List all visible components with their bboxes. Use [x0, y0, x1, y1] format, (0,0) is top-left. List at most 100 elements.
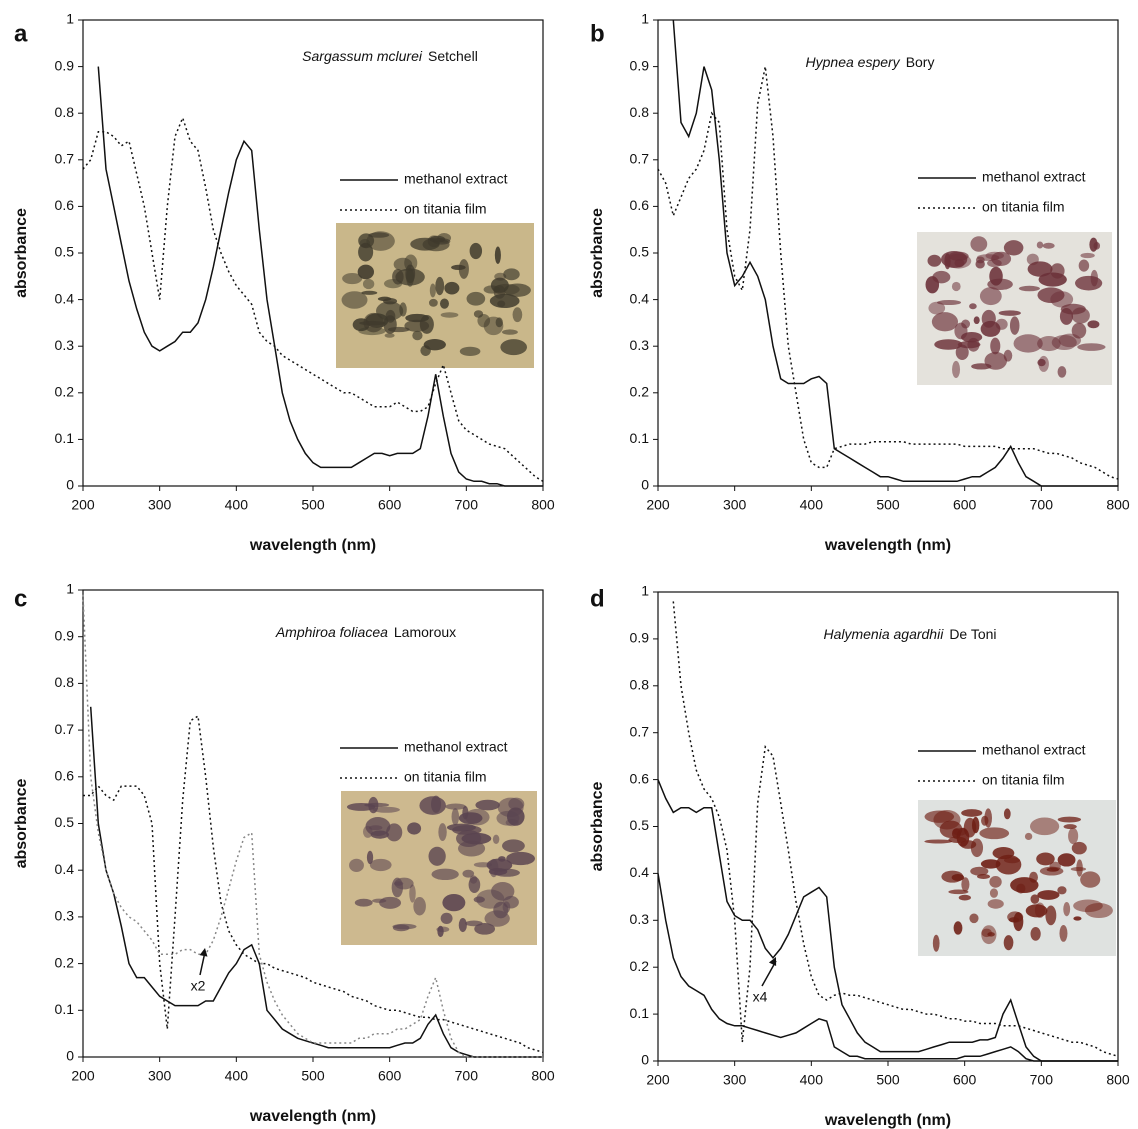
panel-label: a	[14, 20, 28, 47]
photo-detail	[989, 875, 1002, 888]
photo-detail	[1080, 871, 1101, 888]
photo-detail	[1029, 817, 1060, 836]
y-tick-label: 0.3	[630, 337, 650, 353]
photo-detail	[466, 291, 486, 306]
x-tick-label: 700	[455, 1068, 479, 1084]
y-axis-label: absorbance	[13, 208, 30, 298]
x-tick-label: 400	[225, 497, 249, 513]
y-tick-label: 0.5	[630, 817, 650, 833]
y-tick-label: 0.5	[55, 244, 75, 260]
photo-detail	[1059, 924, 1068, 942]
annotation: x4	[753, 989, 768, 1005]
y-tick-label: 0.4	[630, 864, 650, 880]
photo-detail	[1036, 852, 1055, 866]
panel: 0 0.1 0.2 0.3 0.4 0.5 0.6 0.7 0.8 0.9 1 200 300 400 50…	[13, 581, 555, 1126]
photo-detail	[969, 303, 977, 310]
x-tick-label: 300	[148, 1068, 172, 1084]
photo-detail	[342, 273, 363, 285]
photo-detail	[1063, 901, 1071, 917]
photo-detail	[506, 851, 536, 866]
photo-detail	[924, 839, 953, 844]
photo-detail	[1009, 316, 1020, 335]
photo-detail	[429, 298, 438, 307]
series-line	[89, 706, 543, 1058]
y-tick-label: 0	[66, 477, 74, 493]
photo-detail	[1080, 252, 1095, 259]
photo-detail	[392, 924, 410, 932]
photo-detail	[473, 862, 493, 868]
photo-detail	[354, 898, 373, 907]
x-tick-label: 300	[148, 497, 172, 513]
photo-detail	[973, 316, 980, 325]
photo-detail	[1013, 334, 1043, 353]
legend-label: methanol extract	[404, 739, 508, 755]
photo-detail	[955, 344, 969, 360]
photo-detail	[1013, 912, 1024, 932]
y-tick-label: 0.7	[630, 151, 650, 167]
species-author: Lamoroux	[394, 624, 456, 640]
photo-detail	[369, 858, 392, 872]
series-line	[657, 779, 1118, 1062]
photo-detail	[431, 868, 459, 881]
legend-label: methanol extract	[982, 742, 1086, 758]
photo-detail	[961, 877, 970, 892]
photo-detail	[442, 894, 466, 912]
photo-detail	[451, 264, 466, 271]
panel-title: Halymenia agardhii De Toni	[823, 626, 996, 642]
photo-detail	[366, 850, 374, 865]
photo-detail	[1089, 237, 1098, 252]
y-tick-label: 0.7	[630, 723, 650, 739]
photo-detail	[925, 276, 940, 294]
photo-detail	[1060, 303, 1086, 315]
x-tick-label: 200	[646, 1072, 670, 1088]
photo-detail	[927, 254, 942, 267]
photo-detail	[1078, 259, 1090, 272]
photo-detail	[483, 316, 504, 336]
x-tick-label: 200	[71, 1068, 95, 1084]
photo-detail	[941, 870, 964, 883]
photo-detail	[506, 807, 525, 826]
photo-detail	[375, 301, 404, 321]
photo-detail	[508, 797, 525, 811]
y-tick-label: 0.1	[630, 430, 650, 446]
photo-detail	[1073, 916, 1082, 921]
y-tick-label: 0.7	[55, 151, 75, 167]
photo-detail	[501, 329, 518, 335]
annotation-arrow	[761, 960, 777, 987]
photo-detail	[377, 296, 392, 302]
photo-detail	[1027, 261, 1053, 277]
photo-detail	[1057, 366, 1067, 378]
y-tick-label: 0.8	[55, 674, 75, 690]
photo-detail	[384, 333, 395, 338]
x-axis-label: wavelength (nm)	[249, 537, 376, 554]
y-tick-label: 0.6	[630, 197, 650, 213]
photo-detail	[975, 259, 985, 269]
photo-detail	[439, 298, 449, 309]
legend-label: on titania film	[982, 199, 1064, 215]
photo-detail	[990, 337, 1001, 355]
photo-detail	[489, 293, 520, 309]
photo-detail	[984, 808, 992, 828]
photo-detail	[476, 889, 505, 909]
panel-label: d	[590, 585, 605, 612]
photo-detail	[979, 287, 1002, 306]
photo-detail	[980, 859, 1001, 869]
photo-detail	[1042, 242, 1055, 249]
y-tick-label: 0.2	[630, 958, 650, 974]
photo-detail	[358, 242, 374, 262]
photo-detail	[492, 834, 500, 845]
y-tick-label: 0.3	[55, 337, 75, 353]
panel: 0 0.1 0.2 0.3 0.4 0.5 0.6 0.7 0.8 0.9 1 200 300 400 50…	[589, 583, 1130, 1129]
photo-detail	[404, 319, 430, 332]
y-axis-label: absorbance	[13, 778, 30, 868]
x-tick-label: 700	[455, 497, 479, 513]
y-tick-label: 0.8	[630, 677, 650, 693]
photo-detail	[357, 264, 375, 280]
photo-detail	[469, 242, 483, 260]
photo-detail	[492, 283, 520, 295]
legend-label: on titania film	[404, 769, 486, 785]
photo-detail	[433, 238, 451, 245]
photo-detail	[1045, 905, 1057, 926]
photo-detail	[451, 808, 460, 826]
legend-label: methanol extract	[982, 169, 1086, 185]
